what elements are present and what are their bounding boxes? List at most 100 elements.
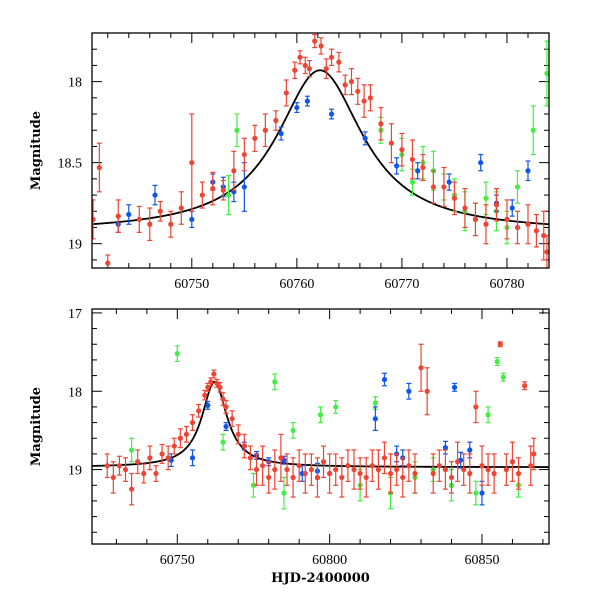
data-point-green <box>129 437 135 463</box>
data-point-red <box>260 445 266 486</box>
data-point-red <box>196 403 202 418</box>
data-point-green <box>530 105 536 156</box>
data-point-red <box>369 449 375 482</box>
data-point-red <box>418 343 424 392</box>
marker <box>231 168 237 174</box>
data-point-red <box>399 132 405 167</box>
data-point-red <box>351 449 357 490</box>
marker <box>406 388 412 394</box>
series-blue <box>115 95 531 233</box>
marker <box>504 216 510 222</box>
marker <box>302 62 308 69</box>
marker <box>199 192 205 198</box>
data-point-red <box>503 453 509 486</box>
y-tick-label: 19 <box>68 464 82 479</box>
marker <box>272 379 278 385</box>
marker <box>328 111 335 117</box>
data-point-red <box>168 210 174 238</box>
marker <box>260 463 266 469</box>
marker <box>320 459 327 465</box>
data-point-red <box>348 68 355 96</box>
marker <box>147 221 153 227</box>
marker <box>473 404 479 410</box>
marker <box>178 205 184 211</box>
marker <box>202 392 208 398</box>
marker <box>544 70 549 77</box>
x-tick-label: 60770 <box>384 277 419 292</box>
data-point-green <box>174 345 180 363</box>
data-point-red <box>110 461 116 494</box>
marker <box>211 371 217 377</box>
data-point-green <box>272 373 278 391</box>
data-point-red <box>345 449 351 482</box>
marker <box>531 451 537 457</box>
marker <box>302 470 308 477</box>
marker <box>441 184 447 190</box>
marker <box>235 431 241 437</box>
data-point-red <box>430 170 437 204</box>
marker <box>168 221 174 227</box>
marker <box>461 466 467 473</box>
marker <box>345 463 351 469</box>
marker <box>357 470 363 477</box>
marker <box>115 213 121 219</box>
marker <box>177 435 183 441</box>
marker <box>348 79 355 85</box>
data-point-red <box>211 369 217 379</box>
data-point-red <box>541 210 547 261</box>
data-point-blue <box>362 131 368 146</box>
marker <box>308 466 314 473</box>
data-point-red <box>314 457 321 498</box>
data-point-red <box>336 51 342 73</box>
marker <box>234 127 240 133</box>
data-point-red <box>231 150 237 191</box>
series-blue <box>168 372 485 506</box>
data-point-red <box>361 84 367 118</box>
x-tick-label: 60780 <box>489 277 524 292</box>
data-point-red <box>157 200 163 222</box>
marker <box>424 388 430 394</box>
marker <box>327 470 333 477</box>
data-point-red <box>367 84 374 112</box>
marker <box>278 130 284 137</box>
marker <box>361 98 367 104</box>
marker <box>110 474 116 481</box>
marker <box>223 423 229 430</box>
data-point-red <box>318 37 324 55</box>
data-point-green <box>333 400 339 414</box>
plot-area <box>92 341 549 510</box>
data-point-blue <box>294 102 300 114</box>
data-point-red <box>296 449 302 482</box>
marker <box>241 151 247 158</box>
y-axis-title: Magnitude <box>29 387 44 466</box>
data-point-green <box>225 175 232 216</box>
marker <box>278 455 284 461</box>
data-point-red <box>262 113 268 148</box>
marker <box>525 221 531 227</box>
marker <box>157 208 163 214</box>
marker <box>509 205 515 211</box>
marker <box>544 249 549 255</box>
marker <box>333 404 339 410</box>
marker <box>372 416 378 422</box>
data-point-green <box>485 406 491 424</box>
marker <box>116 463 123 469</box>
marker <box>153 470 159 477</box>
marker <box>129 447 135 453</box>
marker <box>483 195 489 201</box>
marker <box>196 408 202 414</box>
data-point-red <box>165 445 171 471</box>
marker <box>339 474 345 481</box>
marker <box>462 205 468 211</box>
marker <box>372 400 378 406</box>
data-point-red <box>483 204 489 245</box>
marker <box>479 463 485 469</box>
marker <box>328 54 335 60</box>
data-point-red <box>115 199 121 233</box>
plot-area <box>92 34 549 268</box>
marker <box>336 59 342 65</box>
data-point-blue <box>328 108 335 120</box>
data-point-red <box>266 461 272 494</box>
marker <box>485 412 491 418</box>
data-point-blue <box>525 160 531 182</box>
